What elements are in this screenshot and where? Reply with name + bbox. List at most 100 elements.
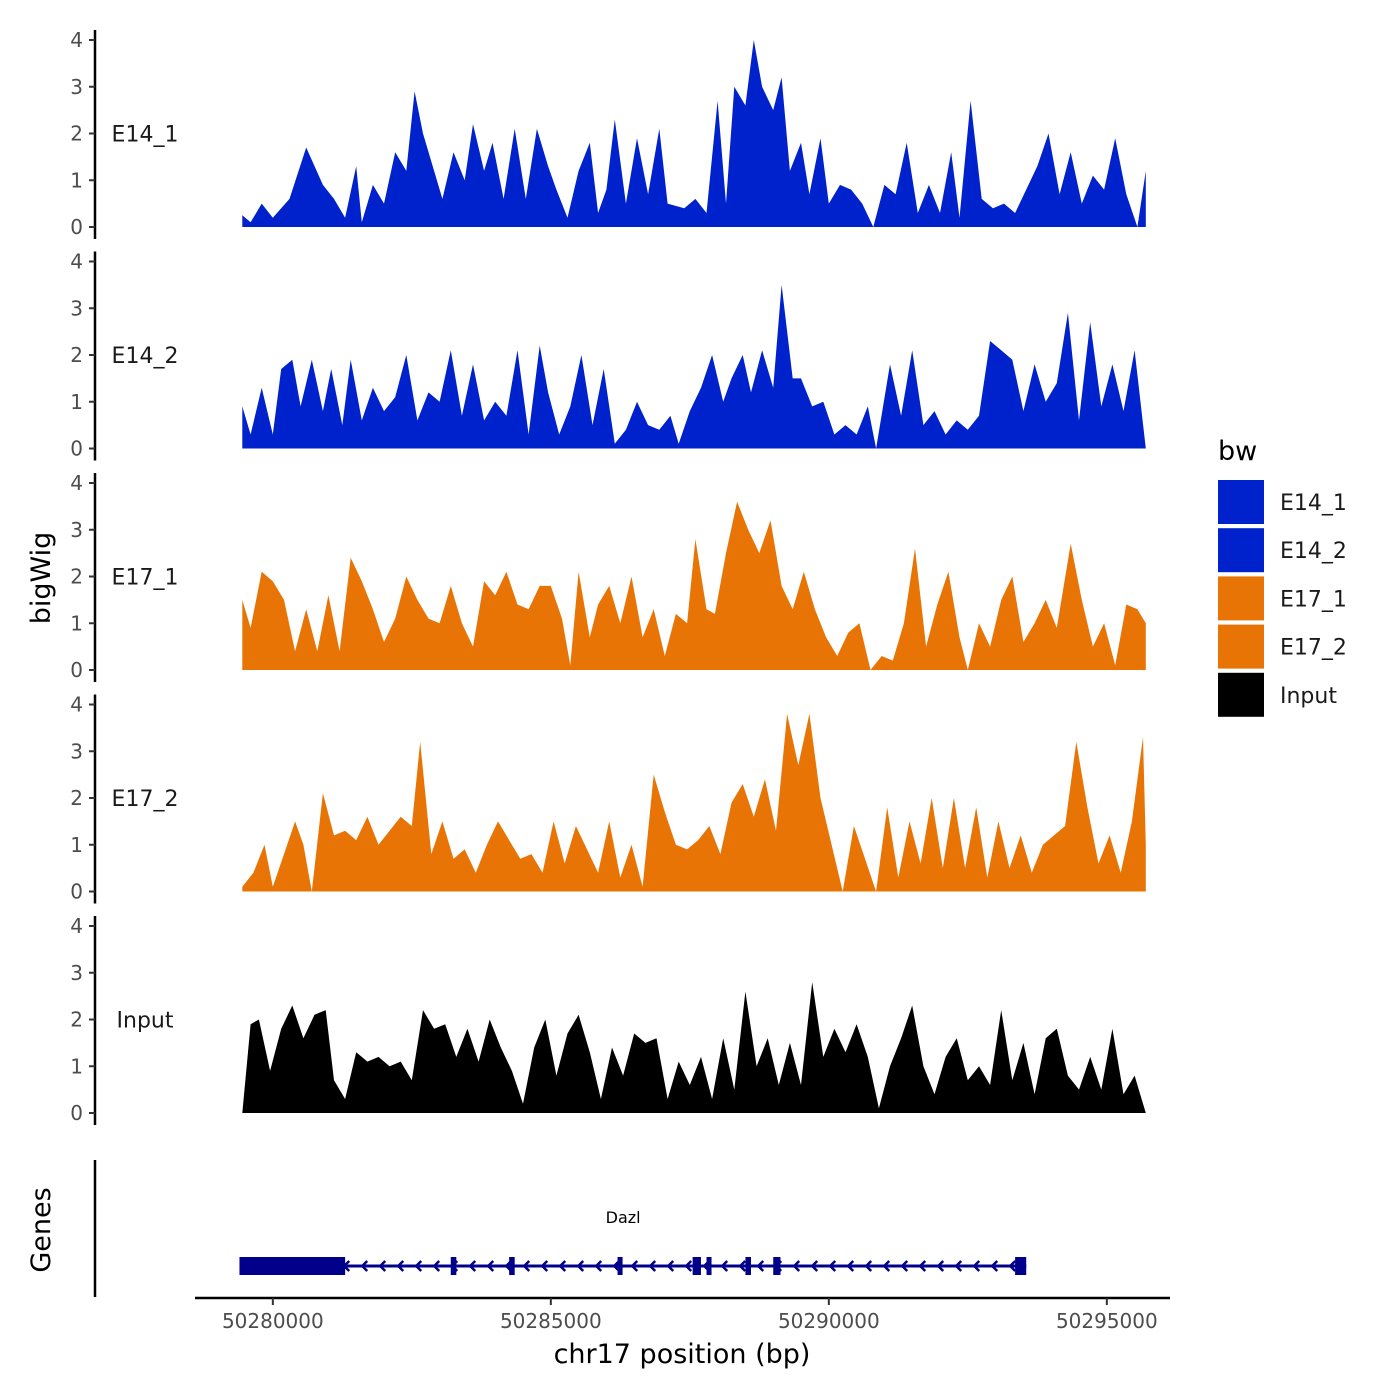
y-tick-label: 2 <box>70 1008 83 1032</box>
legend-swatch-E14_1 <box>1218 480 1264 524</box>
strand-arrow <box>360 1260 369 1272</box>
legend-title: bw <box>1218 436 1257 467</box>
strand-arrow <box>918 1260 927 1272</box>
y-tick-label: 4 <box>70 28 83 52</box>
y-tick-label: 0 <box>70 880 83 904</box>
x-axis: 50280000 50285000 50290000 50295000 <box>195 1296 1170 1333</box>
gene-exon <box>1015 1257 1027 1275</box>
strand-arrow <box>882 1260 891 1272</box>
gene-exon <box>773 1257 781 1275</box>
track-Input: 0 1 2 3 4 Input <box>70 914 1146 1125</box>
track-E17_2: 0 1 2 3 4 E17_2 <box>70 693 1146 904</box>
y-tick-label: 4 <box>70 471 83 495</box>
coverage-tracks: 0 1 2 3 4 E14_1 0 1 2 3 4 E14_2 0 1 2 3 4 E17_1 0 1 2 3 4 E17_2… <box>70 28 1146 1125</box>
coverage-area-E17_2 <box>242 713 1146 892</box>
strand-arrow <box>396 1260 405 1272</box>
y-tick-label: 2 <box>70 786 83 810</box>
legend-swatch-Input <box>1218 672 1264 717</box>
gene-exon <box>239 1257 346 1275</box>
y-tick-label: 0 <box>70 1101 83 1125</box>
y-tick-label: 2 <box>70 343 83 367</box>
strand-arrow <box>846 1260 855 1272</box>
legend-swatch-E14_2 <box>1218 528 1264 573</box>
strand-arrow <box>468 1260 477 1272</box>
strand-arrow <box>810 1260 819 1272</box>
x-tick-label: 50285000 <box>500 1309 602 1333</box>
strand-arrow <box>648 1260 657 1272</box>
legend-label-E17_1: E17_1 <box>1280 587 1347 612</box>
strand-arrow <box>1008 1260 1017 1272</box>
track-E17_1: 0 1 2 3 4 E17_1 <box>70 471 1146 682</box>
strand-arrow <box>432 1260 441 1272</box>
gene-name-label: Dazl <box>606 1208 641 1227</box>
y-tick-label: 3 <box>70 296 83 320</box>
strand-arrow <box>720 1260 729 1272</box>
strand-arrow <box>540 1260 549 1272</box>
y-tick-label: 3 <box>70 518 83 542</box>
strand-arrow <box>378 1260 387 1272</box>
y-tick-label: 1 <box>70 390 83 414</box>
legend-label-E14_2: E14_2 <box>1280 539 1347 564</box>
y-tick-label: 0 <box>70 215 83 239</box>
strand-arrow <box>864 1260 873 1272</box>
y-tick-label: 0 <box>70 437 83 461</box>
gene-exon <box>509 1257 515 1275</box>
coverage-area-E14_1 <box>242 40 1146 227</box>
strand-arrow <box>630 1260 639 1272</box>
strand-arrow <box>522 1260 531 1272</box>
track-label-E14_1: E14_1 <box>112 123 179 148</box>
strand-arrow <box>738 1260 747 1272</box>
strand-arrow <box>558 1260 567 1272</box>
x-tick-label: 50280000 <box>222 1309 324 1333</box>
legend-label-Input: Input <box>1280 684 1337 709</box>
y-tick-label: 1 <box>70 1054 83 1078</box>
legend-swatch-E17_2 <box>1218 624 1264 669</box>
gene-exon <box>706 1257 712 1275</box>
legend-label-E14_1: E14_1 <box>1280 491 1347 516</box>
track-E14_1: 0 1 2 3 4 E14_1 <box>70 28 1146 239</box>
y-tick-label: 2 <box>70 122 83 146</box>
y-tick-label: 1 <box>70 611 83 635</box>
coverage-area-E17_1 <box>242 501 1146 670</box>
y-tick-label: 0 <box>70 658 83 682</box>
strand-arrow <box>594 1260 603 1272</box>
y-tick-label: 2 <box>70 565 83 589</box>
strand-arrow <box>954 1260 963 1272</box>
y-tick-label: 4 <box>70 914 83 938</box>
strand-arrow <box>900 1260 909 1272</box>
legend-swatch-E17_1 <box>1218 576 1264 621</box>
y-tick-label: 3 <box>70 961 83 985</box>
gene-Dazl: Dazl <box>239 1208 1027 1275</box>
y-tick-label: 4 <box>70 693 83 717</box>
coverage-area-Input <box>242 982 1146 1113</box>
coverage-area-E14_2 <box>242 284 1146 449</box>
strand-arrow <box>612 1260 621 1272</box>
strand-arrow <box>666 1260 675 1272</box>
strand-arrow <box>486 1260 495 1272</box>
legend: bw E14_1 E14_2 E17_1 E17_2 Input <box>1218 436 1347 717</box>
strand-arrow <box>684 1260 693 1272</box>
y-tick-label: 3 <box>70 739 83 763</box>
strand-arrow <box>792 1260 801 1272</box>
track-label-E17_2: E17_2 <box>112 787 179 812</box>
gene-exon <box>745 1257 751 1275</box>
x-tick-label: 50295000 <box>1056 1309 1158 1333</box>
genes-panel: Dazl <box>93 1160 1027 1297</box>
legend-label-E17_2: E17_2 <box>1280 636 1347 661</box>
strand-arrow <box>936 1260 945 1272</box>
genes-axis-title: Genes <box>26 1187 57 1272</box>
gene-exon <box>692 1257 701 1275</box>
y-axis-title: bigWig <box>26 532 57 625</box>
strand-arrow <box>990 1260 999 1272</box>
strand-arrow <box>828 1260 837 1272</box>
track-label-Input: Input <box>117 1009 174 1034</box>
x-axis-title: chr17 position (bp) <box>554 1339 811 1370</box>
y-tick-label: 1 <box>70 168 83 192</box>
y-tick-label: 1 <box>70 833 83 857</box>
strand-arrow <box>972 1260 981 1272</box>
track-label-E17_1: E17_1 <box>112 566 179 591</box>
y-tick-label: 4 <box>70 250 83 274</box>
strand-arrow <box>756 1260 765 1272</box>
x-tick-label: 50290000 <box>778 1309 880 1333</box>
